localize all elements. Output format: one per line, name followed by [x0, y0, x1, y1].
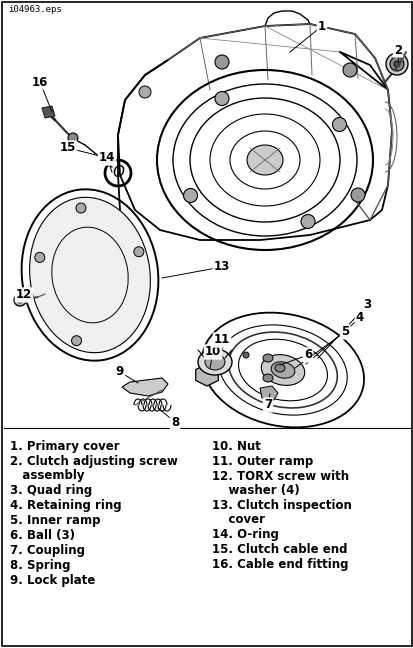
Ellipse shape	[332, 117, 346, 132]
Ellipse shape	[139, 86, 151, 98]
Text: 3: 3	[362, 299, 370, 312]
Text: 16. Cable end fitting: 16. Cable end fitting	[211, 558, 348, 571]
Ellipse shape	[262, 374, 272, 382]
Text: 10: 10	[204, 345, 221, 358]
Text: 4. Retaining ring: 4. Retaining ring	[10, 499, 121, 512]
Ellipse shape	[242, 352, 248, 358]
Ellipse shape	[393, 61, 399, 67]
Ellipse shape	[71, 336, 81, 345]
Text: 6: 6	[303, 349, 311, 362]
Text: 8: 8	[171, 415, 179, 428]
Text: 1: 1	[317, 19, 325, 32]
Text: 6. Ball (3): 6. Ball (3)	[10, 529, 75, 542]
Text: 2: 2	[393, 43, 401, 56]
Ellipse shape	[271, 362, 294, 378]
Text: 8. Spring: 8. Spring	[10, 559, 70, 572]
Text: 2. Clutch adjusting screw: 2. Clutch adjusting screw	[10, 455, 178, 468]
Ellipse shape	[68, 133, 78, 143]
Text: washer (4): washer (4)	[211, 484, 299, 497]
Text: assembly: assembly	[10, 469, 84, 482]
Text: 13: 13	[214, 260, 230, 273]
Text: 10. Nut: 10. Nut	[211, 440, 260, 453]
Text: 16: 16	[32, 76, 48, 89]
Text: 15. Clutch cable end: 15. Clutch cable end	[211, 543, 347, 556]
Ellipse shape	[262, 354, 272, 362]
Ellipse shape	[214, 55, 228, 69]
Text: 3. Quad ring: 3. Quad ring	[10, 484, 92, 497]
Text: 12: 12	[16, 288, 32, 301]
Ellipse shape	[385, 53, 407, 75]
Polygon shape	[195, 364, 218, 386]
Ellipse shape	[342, 63, 356, 77]
Text: 9. Lock plate: 9. Lock plate	[10, 574, 95, 587]
Text: 4: 4	[355, 312, 363, 325]
Ellipse shape	[247, 145, 282, 175]
Text: 11. Outer ramp: 11. Outer ramp	[211, 455, 313, 468]
Polygon shape	[259, 386, 277, 400]
Text: 13. Clutch inspection: 13. Clutch inspection	[211, 499, 351, 512]
Text: 15: 15	[59, 141, 76, 154]
Ellipse shape	[204, 354, 224, 370]
Text: 5: 5	[340, 325, 348, 338]
Ellipse shape	[183, 189, 197, 202]
Text: 7: 7	[263, 399, 271, 411]
Polygon shape	[122, 378, 168, 396]
Ellipse shape	[14, 294, 26, 306]
Ellipse shape	[300, 214, 314, 229]
Text: 12. TORX screw with: 12. TORX screw with	[211, 470, 348, 483]
Text: 11: 11	[214, 334, 230, 347]
Ellipse shape	[274, 364, 284, 372]
Text: 14: 14	[99, 152, 115, 165]
Ellipse shape	[350, 188, 364, 202]
Text: 5. Inner ramp: 5. Inner ramp	[10, 514, 100, 527]
Ellipse shape	[76, 203, 86, 213]
Text: 9: 9	[116, 365, 124, 378]
Ellipse shape	[261, 354, 304, 386]
Ellipse shape	[197, 349, 231, 375]
Ellipse shape	[29, 197, 150, 353]
Text: 14. O-ring: 14. O-ring	[211, 528, 278, 541]
Text: O: O	[112, 165, 124, 181]
Ellipse shape	[214, 91, 228, 106]
Ellipse shape	[35, 253, 45, 262]
Polygon shape	[42, 106, 55, 118]
Ellipse shape	[389, 57, 403, 71]
Ellipse shape	[133, 247, 143, 257]
Text: cover: cover	[211, 513, 264, 526]
Text: 1. Primary cover: 1. Primary cover	[10, 440, 119, 453]
Ellipse shape	[17, 297, 23, 303]
Text: 7. Coupling: 7. Coupling	[10, 544, 85, 557]
Text: i04963.eps: i04963.eps	[8, 5, 62, 14]
